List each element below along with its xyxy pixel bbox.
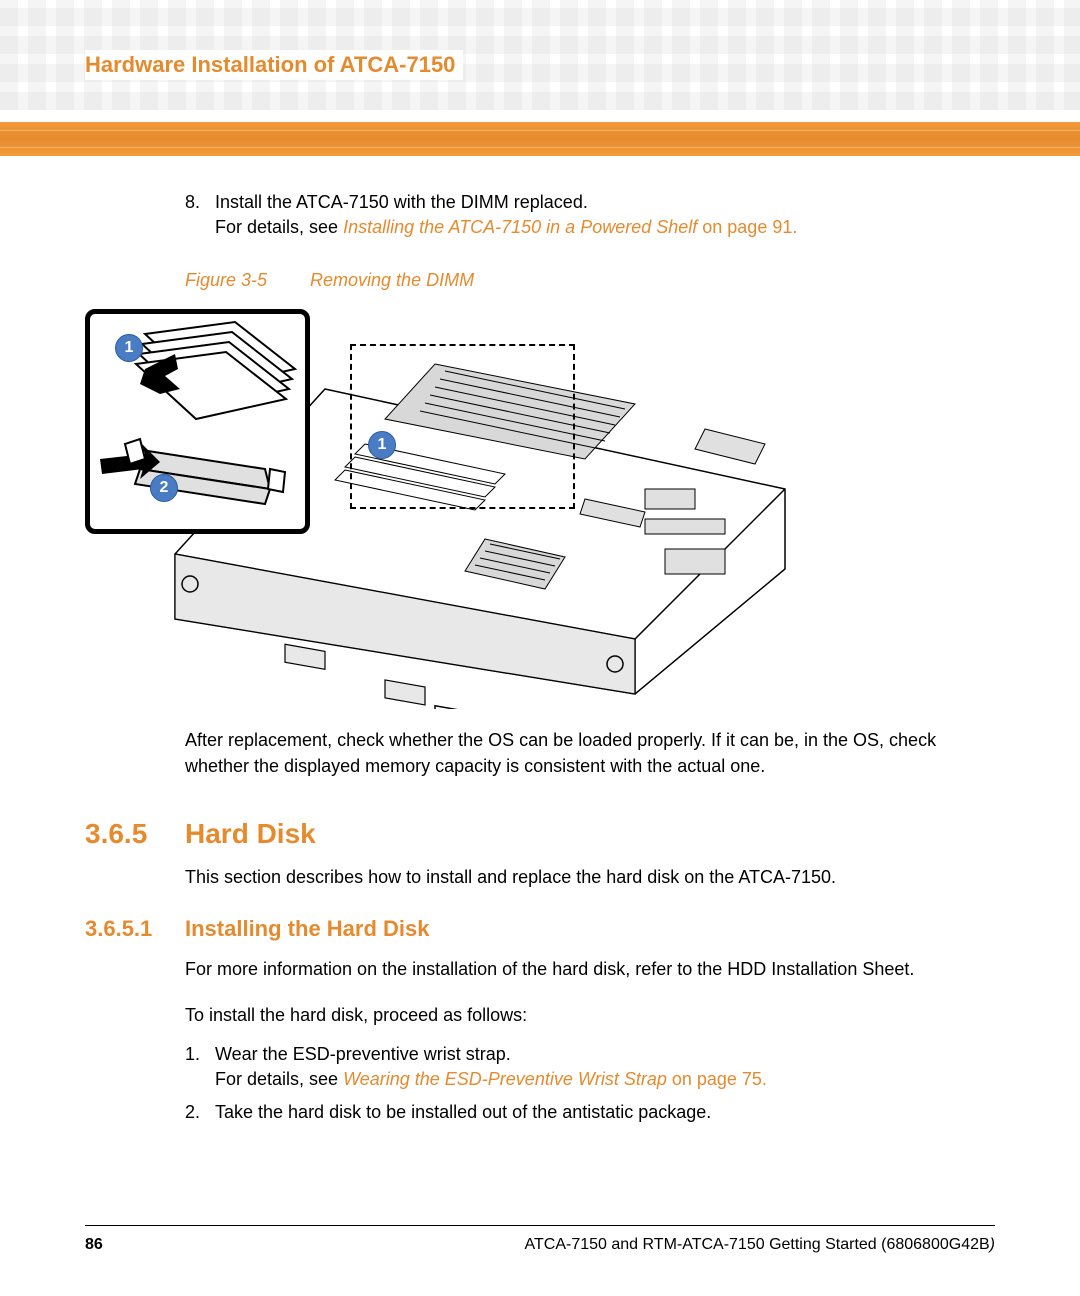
step-text: Install the ATCA-7150 with the DIMM repl… [215, 192, 588, 212]
step-text-suffix: on page 91. [697, 217, 797, 237]
cross-reference-link[interactable]: Installing the ATCA-7150 in a Powered Sh… [343, 217, 697, 237]
dashed-reference-box [350, 344, 575, 509]
section-title: Hard Disk [185, 818, 316, 850]
content-area: 8. Install the ATCA-7150 with the DIMM r… [85, 190, 995, 1129]
step-body: Take the hard disk to be installed out o… [215, 1100, 995, 1125]
subsection-number: 3.6.5.1 [85, 916, 185, 942]
step-8: 8. Install the ATCA-7150 with the DIMM r… [85, 190, 995, 240]
step-body: Install the ATCA-7150 with the DIMM repl… [215, 190, 995, 240]
figure-title: Removing the DIMM [310, 270, 474, 290]
step-text-prefix: For details, see [215, 217, 343, 237]
step-text-prefix: For details, see [215, 1069, 343, 1089]
step-text: Take the hard disk to be installed out o… [215, 1102, 711, 1122]
section-heading-3-6-5: 3.6.5 Hard Disk [85, 818, 995, 850]
inset-detail-box: 1 2 [85, 309, 310, 534]
page-header-title: Hardware Installation of ATCA-7150 [85, 50, 463, 80]
section-intro: This section describes how to install an… [85, 864, 995, 890]
step-text: Wear the ESD-preventive wrist strap. [215, 1044, 511, 1064]
step-1: 1. Wear the ESD-preventive wrist strap. … [85, 1042, 995, 1092]
header-divider-bar [0, 122, 1080, 156]
step-body: Wear the ESD-preventive wrist strap. For… [215, 1042, 995, 1092]
subsection-intro: For more information on the installation… [85, 956, 995, 982]
figure-label: Figure 3-5 [185, 270, 305, 291]
section-number: 3.6.5 [85, 818, 185, 850]
subsection-title: Installing the Hard Disk [185, 916, 430, 942]
after-replacement-text: After replacement, check whether the OS … [85, 727, 995, 779]
subsection-heading-3-6-5-1: 3.6.5.1 Installing the Hard Disk [85, 916, 995, 942]
subsection-lead: To install the hard disk, proceed as fol… [85, 1002, 995, 1028]
page-number: 86 [85, 1236, 103, 1254]
step-2: 2. Take the hard disk to be installed ou… [85, 1100, 995, 1125]
step-text-suffix: on page 75. [667, 1069, 767, 1089]
footer-doc-title: ATCA-7150 and RTM-ATCA-7150 Getting Star… [525, 1236, 995, 1254]
step-number: 1. [185, 1042, 215, 1092]
figure-caption: Figure 3-5 Removing the DIMM [85, 270, 995, 291]
figure-3-5: 1 [85, 309, 995, 709]
step-number: 8. [185, 190, 215, 240]
cross-reference-link[interactable]: Wearing the ESD-Preventive Wrist Strap [343, 1069, 667, 1089]
page-footer: 86 ATCA-7150 and RTM-ATCA-7150 Getting S… [85, 1225, 995, 1254]
step-number: 2. [185, 1100, 215, 1125]
